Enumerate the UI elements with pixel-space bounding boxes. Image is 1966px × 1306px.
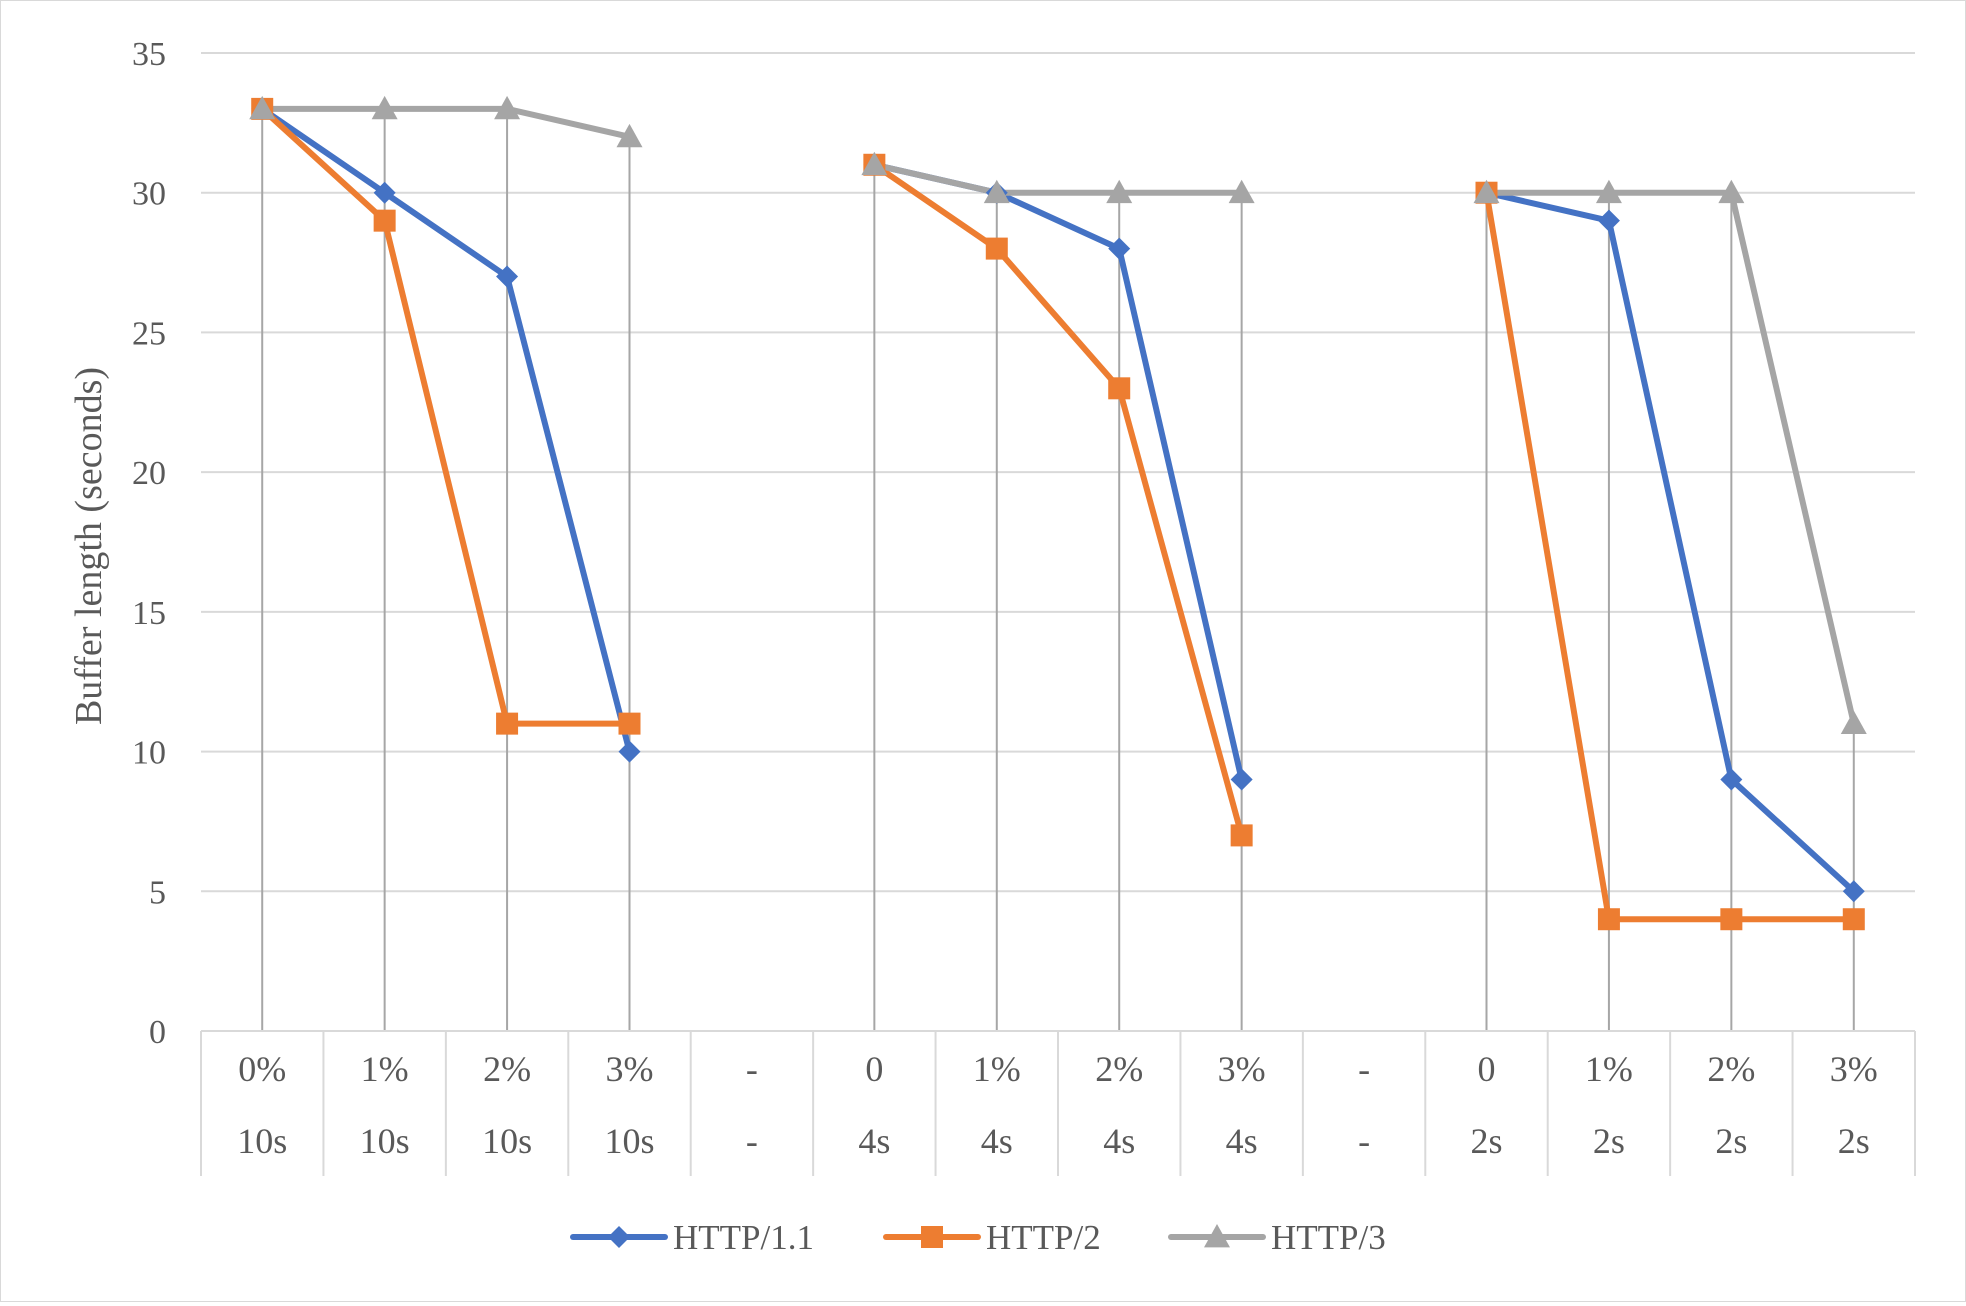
data-point-http-2	[618, 712, 641, 735]
data-point-http-3	[1106, 179, 1133, 204]
series-line-http-3	[259, 105, 633, 140]
series-line-http-2	[1483, 189, 1857, 923]
data-point-http-3	[983, 179, 1010, 204]
y-tick-label-15: 15	[132, 595, 166, 632]
data-point-http-2	[1842, 908, 1865, 931]
data-point-http-3	[371, 95, 398, 120]
y-tick-label-0: 0	[149, 1014, 166, 1051]
data-point-http-1-1	[1108, 237, 1131, 260]
y-tick-label-10: 10	[132, 735, 166, 772]
category-axis	[200, 1030, 1916, 1176]
data-point-http-2	[1597, 908, 1620, 931]
series-lines	[259, 105, 1857, 923]
data-point-http-3	[494, 95, 521, 120]
y-tick-label-5: 5	[149, 874, 166, 911]
category-label-bottom: 4s	[981, 1121, 1013, 1161]
data-point-http-1-1	[618, 740, 641, 763]
category-label-bottom: -	[746, 1121, 758, 1161]
y-tick-label-25: 25	[132, 315, 166, 352]
data-point-http-1-1	[1720, 768, 1743, 791]
series-line-http-1-1	[259, 105, 633, 755]
data-point-http-2	[496, 712, 519, 735]
category-label-bottom: 2s	[1715, 1121, 1747, 1161]
category-label-bottom: 2s	[1838, 1121, 1870, 1161]
data-point-http-3	[249, 95, 276, 120]
category-label-top: 3%	[606, 1049, 654, 1089]
category-label-bottom: 10s	[360, 1121, 410, 1161]
data-point-http-2	[985, 237, 1008, 260]
data-point-http-3	[616, 123, 643, 148]
data-point-http-2	[373, 209, 396, 232]
series-line-http-2	[871, 161, 1245, 839]
category-label-top: 1%	[361, 1049, 409, 1089]
category-label-top: 1%	[973, 1049, 1021, 1089]
category-label-top: 3%	[1830, 1049, 1878, 1089]
data-point-http-3	[1228, 179, 1255, 204]
legend-swatch-marker	[1204, 1224, 1230, 1248]
data-point-http-3	[1595, 179, 1622, 204]
category-label-bottom: -	[1358, 1121, 1370, 1161]
y-axis-ticks: 0 5 10 15 20 25 30 35	[132, 36, 166, 1051]
legend-label: HTTP/3	[1271, 1218, 1386, 1257]
data-point-http-3	[1473, 179, 1500, 204]
data-point-http-2	[1720, 908, 1743, 931]
drop-lines	[261, 108, 1855, 1031]
category-label-bottom: 2s	[1593, 1121, 1625, 1161]
legend: HTTP/1.1 HTTP/2 HTTP/3	[570, 1218, 1386, 1257]
category-label-bottom: 4s	[1103, 1121, 1135, 1161]
data-point-http-1-1	[1597, 209, 1620, 232]
category-label-top: 0	[865, 1049, 883, 1089]
category-label-bottom: 4s	[858, 1121, 890, 1161]
y-tick-label-20: 20	[132, 455, 166, 492]
legend-label: HTTP/2	[986, 1218, 1101, 1257]
data-point-http-1-1	[1842, 880, 1865, 903]
category-label-top: 0	[1478, 1049, 1496, 1089]
data-point-http-2	[1108, 377, 1131, 400]
category-label-bottom: 2s	[1470, 1121, 1502, 1161]
category-label-top: 0%	[238, 1049, 286, 1089]
legend-item-http-3: HTTP/3	[1168, 1218, 1386, 1257]
data-point-http-2	[1230, 824, 1253, 847]
legend-label: HTTP/1.1	[673, 1218, 814, 1257]
category-labels: 0% 10s 1% 10s 2% 10s 3% 10s - - 0 4s 1% 4s 2% 4s 3% 4s - - 0…	[237, 1049, 1878, 1161]
legend-item-http-1-1: HTTP/1.1	[570, 1218, 814, 1257]
category-label-top: -	[746, 1049, 758, 1089]
category-label-bottom: 10s	[237, 1121, 287, 1161]
legend-swatch-marker	[921, 1226, 943, 1248]
legend-swatch-marker	[608, 1226, 630, 1248]
category-label-top: 2%	[1707, 1049, 1755, 1089]
data-point-http-3	[1840, 710, 1867, 735]
data-point-http-1-1	[373, 181, 396, 204]
category-label-bottom: 4s	[1226, 1121, 1258, 1161]
data-point-http-3	[1718, 179, 1745, 204]
series-line-http-1-1	[1483, 189, 1857, 895]
y-tick-label-30: 30	[132, 176, 166, 213]
category-label-bottom: 10s	[482, 1121, 532, 1161]
data-point-http-3	[861, 151, 888, 176]
category-label-top: 2%	[1095, 1049, 1143, 1089]
series-line-http-3	[1483, 189, 1857, 727]
y-tick-label-35: 35	[132, 36, 166, 73]
category-label-top: 3%	[1218, 1049, 1266, 1089]
y-axis-title: Buffer length (seconds)	[68, 367, 110, 725]
series-line-http-2	[259, 105, 633, 727]
data-point-http-1-1	[1230, 768, 1253, 791]
category-label-top: 1%	[1585, 1049, 1633, 1089]
series-markers	[249, 95, 1867, 931]
legend-item-http-2: HTTP/2	[883, 1218, 1101, 1257]
category-label-top: -	[1358, 1049, 1370, 1089]
category-label-top: 2%	[483, 1049, 531, 1089]
data-point-http-1-1	[496, 265, 519, 288]
series-line-http-3	[871, 161, 1245, 196]
gridlines	[201, 52, 1915, 893]
category-label-bottom: 10s	[604, 1121, 654, 1161]
